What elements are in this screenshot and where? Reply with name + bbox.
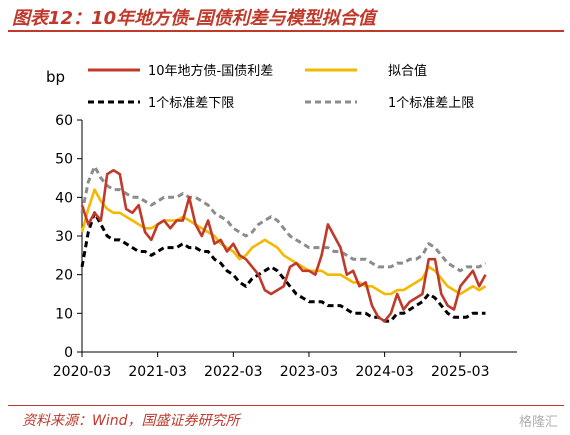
x-tick-label: 2025-03: [431, 364, 490, 380]
legend-label: 拟合值: [388, 63, 427, 79]
x-tick-label: 2023-03: [280, 364, 339, 380]
y-axis-unit-label: bp: [46, 68, 65, 86]
legend-label: 1个标准差上限: [388, 96, 474, 111]
lower-band-series-line: [80, 211, 486, 323]
fitted-series-line: [80, 188, 487, 296]
x-tick-label: 2022-03: [204, 364, 263, 380]
source-note: 资料来源：Wind，国盛证券研究所: [22, 413, 240, 429]
chart-lines: [80, 164, 487, 323]
x-tick-label: 2024-03: [355, 364, 414, 380]
legend-item-lower-band: 1个标准差下限: [88, 96, 234, 111]
figure-title: 图表12：10年地方债-国债利差与模型拟合值: [12, 8, 376, 29]
y-tick-label: 10: [55, 306, 73, 322]
upper-band-series-line: [80, 164, 487, 273]
legend-label: 10年地方债-国债利差: [148, 63, 273, 79]
chart-axes: 0 10 20 30 40 50 60 bp 2020-03 2021-03 2022-03 2023…: [46, 68, 517, 380]
x-tick-label: 2020-03: [53, 364, 112, 380]
legend-item-spread: 10年地方债-国债利差: [88, 63, 273, 79]
line-chart: 0 10 20 30 40 50 60 bp 2020-03 2021-03 2022-03 2023…: [46, 63, 517, 380]
title-rule: [8, 30, 564, 32]
watermark-logo: 格隆汇: [518, 415, 558, 430]
legend-item-fitted: 拟合值: [305, 63, 427, 79]
legend-label: 1个标准差下限: [148, 96, 234, 111]
x-tick-label: 2021-03: [128, 364, 187, 380]
y-tick-label: 40: [55, 190, 73, 206]
y-tick-label: 50: [55, 152, 73, 168]
legend-item-upper-band: 1个标准差上限: [305, 96, 474, 111]
y-tick-label: 30: [55, 229, 73, 245]
y-tick-label: 60: [55, 113, 73, 129]
chart-legend: 10年地方债-国债利差 拟合值 1个标准差下限 1个标准差上限: [88, 63, 474, 111]
spread-series-line: [80, 169, 487, 323]
y-tick-label: 20: [55, 268, 73, 284]
source-rule: [8, 405, 564, 406]
y-tick-label: 0: [64, 345, 73, 361]
